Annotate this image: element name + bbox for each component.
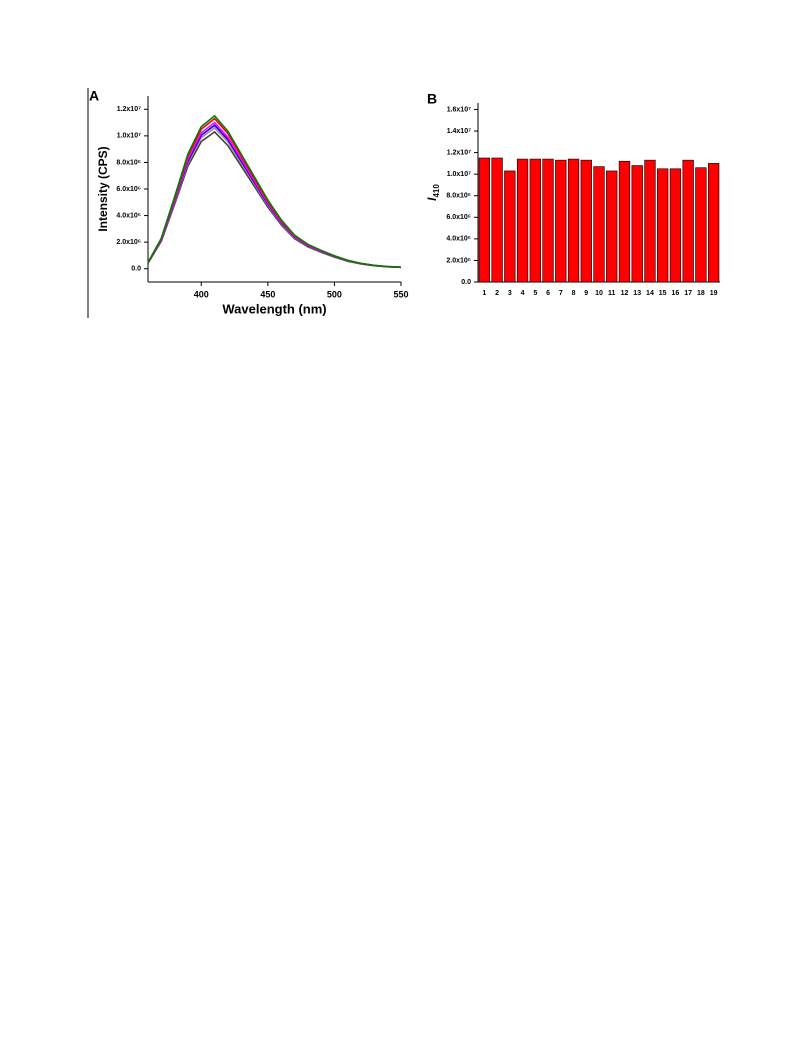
y-tick-label: 2.0x10⁶ (116, 239, 141, 246)
bar (529, 158, 541, 283)
bar (657, 168, 669, 283)
x-tick-label: 5 (533, 290, 537, 297)
y-tick-label: 1.4x10⁷ (447, 128, 471, 135)
x-tick-label: 11 (608, 290, 616, 297)
y-tick-label: 1.6x10⁷ (447, 106, 471, 113)
y-tick-label: 4.0x10⁶ (116, 212, 141, 219)
x-tick-label: 10 (595, 290, 603, 297)
bar (631, 165, 643, 283)
bar (593, 166, 605, 283)
x-tick-label: 3 (508, 290, 512, 297)
y-tick-label: 0.0 (131, 266, 141, 273)
bar (618, 160, 631, 283)
y-axis-label-main: I (425, 197, 439, 201)
spectrum-line (147, 124, 402, 269)
bar (682, 159, 694, 283)
y-tick-label: 4.0x10⁶ (446, 236, 471, 243)
x-tick-label: 13 (633, 290, 641, 297)
x-tick-label: 12 (621, 290, 629, 297)
bar (567, 158, 580, 283)
spectrum-line (147, 130, 402, 269)
x-tick-label: 400 (194, 289, 209, 299)
spectrum-line (147, 117, 402, 268)
x-tick-label: 7 (559, 290, 563, 297)
x-tick-label: 450 (260, 289, 275, 299)
x-axis-label: Wavelength (nm) (222, 301, 326, 316)
y-axis-label: Intensity (CPS) (96, 146, 110, 231)
panel-label: A (89, 88, 99, 104)
x-tick-label: 17 (684, 290, 692, 297)
bar (644, 159, 656, 283)
y-axis-label-subscript: 410 (432, 184, 441, 198)
y-tick-label: 6.0x10⁶ (116, 186, 141, 193)
x-tick-label: 550 (393, 289, 408, 299)
spectrum-line (147, 121, 402, 269)
x-tick-label: 8 (572, 290, 576, 297)
x-tick-label: 4 (521, 290, 525, 297)
y-tick-label: 6.0x10⁶ (446, 214, 471, 221)
bar (542, 158, 554, 283)
x-tick-label: 16 (672, 290, 680, 297)
x-tick-label: 19 (710, 290, 718, 297)
y-tick-label: 8.0x10⁶ (446, 193, 471, 200)
y-tick-label: 1.0x10⁷ (447, 171, 471, 178)
x-tick-label: 14 (646, 290, 654, 297)
y-tick-label: 1.0x10⁷ (117, 133, 141, 140)
bar (580, 159, 592, 283)
bar (669, 168, 682, 283)
bar (491, 157, 503, 283)
x-tick-label: 1 (482, 290, 486, 297)
x-tick-label: 2 (495, 290, 499, 297)
bar (555, 159, 567, 283)
x-tick-label: 18 (697, 290, 705, 297)
bar (504, 170, 516, 283)
bar (606, 170, 618, 283)
x-tick-label: 15 (659, 290, 667, 297)
x-tick-label: 500 (327, 289, 342, 299)
bar (707, 163, 720, 283)
spectrum-line (147, 126, 402, 269)
y-tick-label: 2.0x10⁶ (446, 257, 471, 264)
y-tick-label: 0.0 (461, 279, 471, 286)
x-tick-label: 9 (584, 290, 588, 297)
y-tick-label: 1.2x10⁷ (117, 106, 141, 113)
y-axis-label: I410 (425, 184, 441, 201)
bar (478, 157, 491, 283)
spectrum-line (147, 114, 402, 268)
x-tick-label: 6 (546, 290, 550, 297)
panel-label: B (427, 91, 437, 107)
y-tick-label: 1.2x10⁷ (447, 149, 471, 156)
bar (695, 167, 707, 283)
y-tick-label: 8.0x10⁶ (116, 159, 141, 166)
bar (516, 158, 529, 283)
